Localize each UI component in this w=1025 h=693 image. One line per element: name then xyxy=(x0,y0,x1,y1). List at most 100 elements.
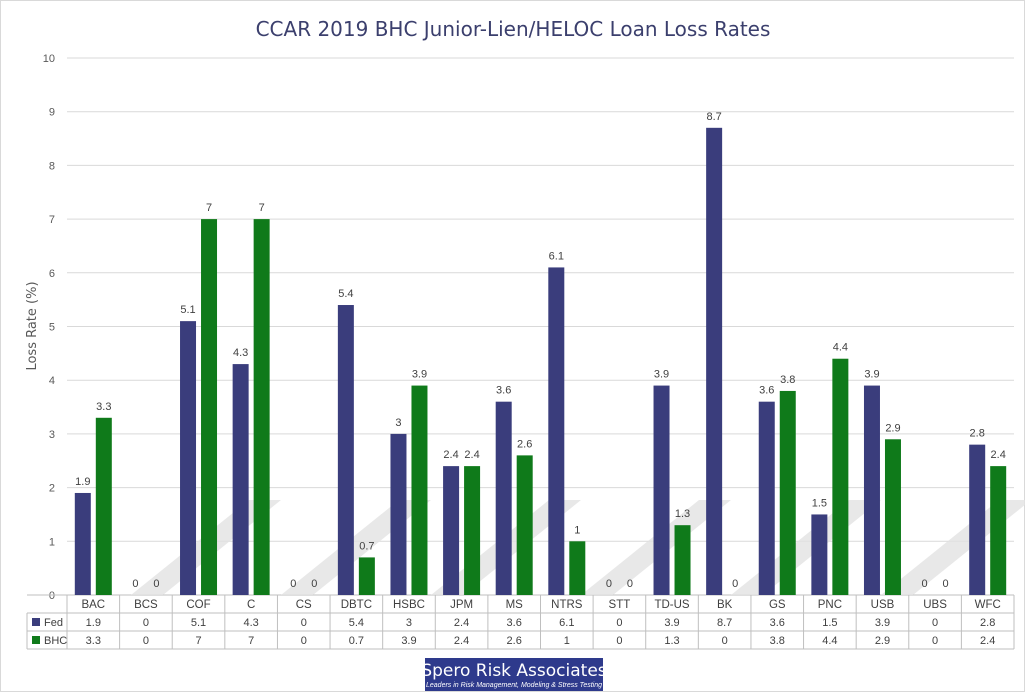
table-cell: 2.4 xyxy=(980,635,995,647)
bar-bhc-dbtc xyxy=(358,557,375,595)
bar-bhc-wfc xyxy=(990,466,1007,595)
data-label-bhc-cof: 7 xyxy=(206,202,212,214)
data-label-fed-c: 4.3 xyxy=(233,347,248,359)
category-label: BK xyxy=(717,599,733,611)
bar-fed-bac xyxy=(74,492,91,595)
data-label-fed-gs: 3.6 xyxy=(759,385,774,397)
data-label-bhc-c: 7 xyxy=(259,202,265,214)
table-cell: 3.3 xyxy=(86,635,101,647)
category-label: C xyxy=(247,599,255,611)
bar-fed-ntrs xyxy=(548,267,565,595)
legend-label-fed: Fed xyxy=(44,617,63,629)
data-label-fed-ubs: 0 xyxy=(922,578,928,590)
table-cell: 0 xyxy=(143,635,149,647)
y-tick-label: 10 xyxy=(43,53,55,65)
bar-bhc-td-us xyxy=(674,525,691,595)
y-tick-label: 7 xyxy=(49,214,55,226)
data-label-fed-usb: 3.9 xyxy=(864,369,879,381)
table-cell: 0 xyxy=(301,635,307,647)
table-cell: 4.4 xyxy=(822,635,837,647)
bar-fed-hsbc xyxy=(390,433,407,595)
table-cell: 0 xyxy=(143,617,149,629)
category-label: BCS xyxy=(134,599,158,611)
data-table: BAC BCS COF C CS DBTC HSBC JPM MS NTRS STT TD-US BK G… xyxy=(26,595,1015,650)
bar-fed-dbtc xyxy=(337,305,354,595)
bar-bhc-bac xyxy=(95,417,112,595)
table-cell: 0 xyxy=(616,617,622,629)
table-cell: 1.5 xyxy=(822,617,837,629)
bar-bhc-ms xyxy=(516,455,533,595)
bar-bhc-pnc xyxy=(832,358,849,595)
table-cell: 1.3 xyxy=(664,635,679,647)
table-cell: 5.1 xyxy=(191,617,206,629)
table-cell: 2.4 xyxy=(454,617,469,629)
data-label-fed-stt: 0 xyxy=(606,578,612,590)
data-label-bhc-hsbc: 3.9 xyxy=(412,369,427,381)
watermark-stripe xyxy=(881,500,1025,595)
table-cell: 3.6 xyxy=(770,617,785,629)
bar-fed-td-us xyxy=(653,385,670,595)
table-cell: 5.4 xyxy=(349,617,364,629)
y-tick-label: 3 xyxy=(49,429,55,441)
legend-label-bhc: BHC xyxy=(44,635,67,647)
data-label-bhc-td-us: 1.3 xyxy=(675,508,690,520)
bar-bhc-cof xyxy=(201,219,218,595)
bar-fed-bk xyxy=(706,127,723,595)
table-cell: 7 xyxy=(248,635,254,647)
bar-bhc-jpm xyxy=(464,466,481,595)
table-cell: 3.9 xyxy=(875,617,890,629)
category-label: UBS xyxy=(923,599,947,611)
data-label-fed-ms: 3.6 xyxy=(496,385,511,397)
table-cell: 2.4 xyxy=(454,635,469,647)
category-label: WFC xyxy=(975,599,1001,611)
category-label: COF xyxy=(186,599,210,611)
table-cell: 8.7 xyxy=(717,617,732,629)
bar-fed-c xyxy=(232,364,249,595)
data-label-bhc-usb: 2.9 xyxy=(885,422,900,434)
y-tick-label: 5 xyxy=(49,322,55,334)
data-label-bhc-bcs: 0 xyxy=(153,578,159,590)
table-cell: 3.9 xyxy=(664,617,679,629)
table-cell: 2.9 xyxy=(875,635,890,647)
data-label-bhc-ms: 2.6 xyxy=(517,438,532,450)
bar-fed-gs xyxy=(758,401,775,595)
bar-fed-usb xyxy=(863,385,880,595)
data-label-fed-wfc: 2.8 xyxy=(970,428,985,440)
data-label-fed-bk: 8.7 xyxy=(706,111,721,123)
category-label: CS xyxy=(296,599,312,611)
category-label: GS xyxy=(769,599,786,611)
chart-title: CCAR 2019 BHC Junior-Lien/HELOC Loan Los… xyxy=(256,17,771,41)
category-label: TD-US xyxy=(654,599,689,611)
bar-bhc-c xyxy=(253,219,270,595)
category-label: JPM xyxy=(450,599,473,611)
data-label-bhc-pnc: 4.4 xyxy=(833,342,848,354)
table-cell: 3 xyxy=(406,617,412,629)
bar-fed-jpm xyxy=(443,466,460,595)
bar-fed-pnc xyxy=(811,514,828,595)
logo-background xyxy=(425,658,603,691)
data-label-bhc-bk: 0 xyxy=(732,578,738,590)
table-cell: 1 xyxy=(564,635,570,647)
data-label-bhc-stt: 0 xyxy=(627,578,633,590)
y-axis-label: Loss Rate (%) xyxy=(25,281,40,370)
logo-name: Spero Risk Associates xyxy=(421,661,606,681)
data-label-bhc-cs: 0 xyxy=(311,578,317,590)
data-label-fed-cs: 0 xyxy=(290,578,296,590)
data-label-fed-hsbc: 3 xyxy=(395,417,401,429)
data-label-bhc-ubs: 0 xyxy=(943,578,949,590)
category-label: DBTC xyxy=(341,599,372,611)
bar-fed-cof xyxy=(180,321,197,595)
bar-bhc-hsbc xyxy=(411,385,428,595)
table-cell: 0 xyxy=(722,635,728,647)
data-label-fed-pnc: 1.5 xyxy=(812,497,827,509)
table-cell: 3.6 xyxy=(507,617,522,629)
data-label-fed-dbtc: 5.4 xyxy=(338,288,353,300)
category-label: BAC xyxy=(81,599,105,611)
y-tick-label: 6 xyxy=(49,268,55,280)
data-label-bhc-bac: 3.3 xyxy=(96,401,111,413)
table-cell: 0 xyxy=(932,617,938,629)
logo-tagline: Leaders in Risk Management, Modeling & S… xyxy=(426,682,602,689)
category-label: USB xyxy=(871,599,895,611)
